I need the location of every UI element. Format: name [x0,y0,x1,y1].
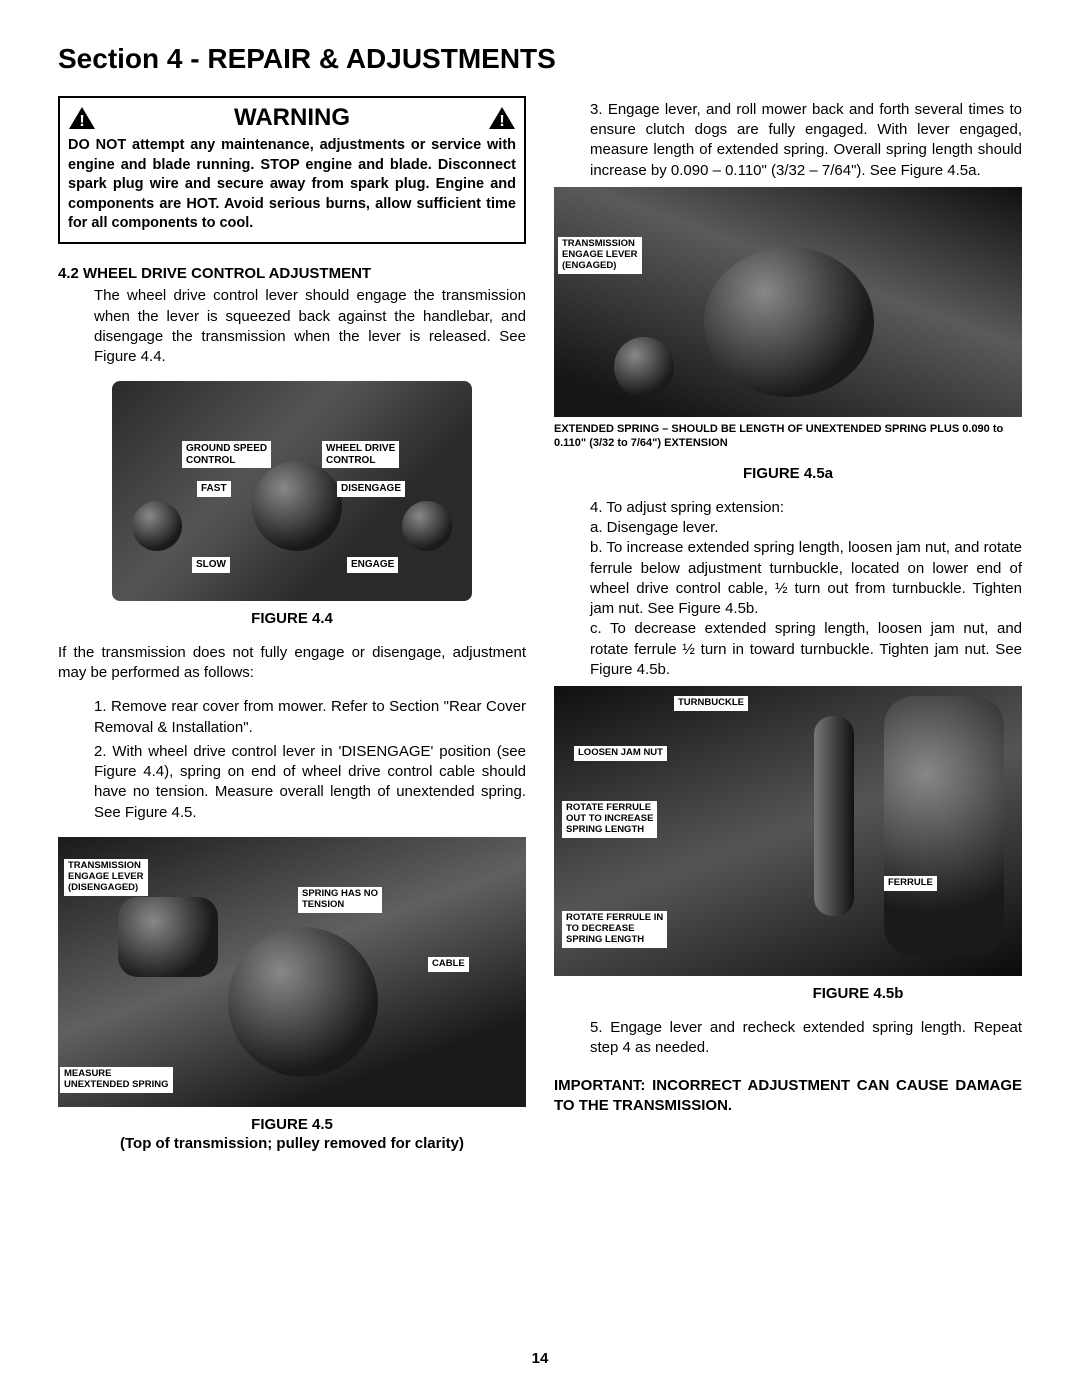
warning-body-text: DO NOT attempt any maintenance, adjustme… [68,136,516,234]
label-rotate-out: ROTATE FERRULE OUT TO INCREASE SPRING LE… [562,801,657,838]
svg-text:!: ! [499,113,504,130]
label-rotate-in: ROTATE FERRULE IN TO DECREASE SPRING LEN… [562,911,667,948]
figure-4-5-caption: FIGURE 4.5 (Top of transmission; pulley … [58,1115,526,1154]
left-column: ! WARNING ! DO NOT attempt any maintenan… [58,96,526,1168]
para-after-fig44: If the transmission does not fully engag… [58,643,526,684]
figure-4-5b: TURNBUCKLE LOOSEN JAM NUT ROTATE FERRULE… [554,686,1022,1004]
heading-4-2: 4.2 WHEEL DRIVE CONTROL ADJUSTMENT [58,264,526,284]
figure-4-5a-caption: FIGURE 4.5a [554,464,1022,484]
warning-title: WARNING [96,102,488,134]
step-2: 2. With wheel drive control lever in 'DI… [94,742,526,823]
figure-4-5: TRANSMISSION ENGAGE LEVER (DISENGAGED) S… [58,837,526,1154]
figure-4-4-image: GROUND SPEED CONTROL WHEEL DRIVE CONTROL… [112,381,472,601]
label-cable: CABLE [428,957,469,972]
page-number: 14 [0,1349,1080,1369]
figure-4-5a: TRANSMISSION ENGAGE LEVER (ENGAGED) EXTE… [554,187,1022,484]
figure-4-4-caption: FIGURE 4.4 [58,609,526,629]
warning-header: ! WARNING ! [68,102,516,134]
warning-box: ! WARNING ! DO NOT attempt any maintenan… [58,96,526,244]
two-column-layout: ! WARNING ! DO NOT attempt any maintenan… [58,96,1022,1168]
step-4-intro: 4. To adjust spring extension: [590,498,1022,518]
label-disengage: DISENGAGE [337,481,405,497]
important-note: IMPORTANT: INCORRECT ADJUSTMENT CAN CAUS… [554,1076,1022,1117]
label-trans-lever-eng: TRANSMISSION ENGAGE LEVER (ENGAGED) [558,237,642,274]
step-4b: b. To increase extended spring length, l… [590,538,1022,619]
warning-triangle-icon: ! [68,106,96,130]
label-ferrule: FERRULE [884,876,937,891]
label-loosen-jam: LOOSEN JAM NUT [574,746,667,761]
label-turnbuckle: TURNBUCKLE [674,696,748,711]
svg-text:!: ! [79,113,84,130]
step-4c: c. To decrease extended spring length, l… [590,619,1022,680]
warning-triangle-icon: ! [488,106,516,130]
step-5: 5. Engage lever and recheck extended spr… [590,1018,1022,1059]
label-fast: FAST [197,481,231,497]
label-engage: ENGAGE [347,557,398,573]
step-4-block: 4. To adjust spring extension: a. Diseng… [590,498,1022,680]
label-spring-no-tension: SPRING HAS NO TENSION [298,887,382,913]
right-column: 3. Engage lever, and roll mower back and… [554,96,1022,1168]
para-4-2-intro: The wheel drive control lever should eng… [94,286,526,367]
label-ground-speed: GROUND SPEED CONTROL [182,441,271,468]
step-3: 3. Engage lever, and roll mower back and… [590,100,1022,181]
figure-4-5b-image: TURNBUCKLE LOOSEN JAM NUT ROTATE FERRULE… [554,686,1022,976]
label-wheel-drive: WHEEL DRIVE CONTROL [322,441,399,468]
label-measure-spring: MEASURE UNEXTENDED SPRING [60,1067,173,1093]
label-trans-lever-dis: TRANSMISSION ENGAGE LEVER (DISENGAGED) [64,859,148,896]
step-1: 1. Remove rear cover from mower. Refer t… [94,697,526,738]
manual-page: Section 4 - REPAIR & ADJUSTMENTS ! WARNI… [0,0,1080,1397]
step-4a: a. Disengage lever. [590,518,1022,538]
section-title: Section 4 - REPAIR & ADJUSTMENTS [58,40,1022,78]
figure-4-4: GROUND SPEED CONTROL WHEEL DRIVE CONTROL… [58,381,526,629]
figure-4-5b-caption: FIGURE 4.5b [694,984,1022,1004]
label-slow: SLOW [192,557,230,573]
figure-4-5-image: TRANSMISSION ENGAGE LEVER (DISENGAGED) S… [58,837,526,1107]
figure-4-5a-image: TRANSMISSION ENGAGE LEVER (ENGAGED) [554,187,1022,417]
figure-4-5a-note: EXTENDED SPRING – SHOULD BE LENGTH OF UN… [554,423,1022,451]
